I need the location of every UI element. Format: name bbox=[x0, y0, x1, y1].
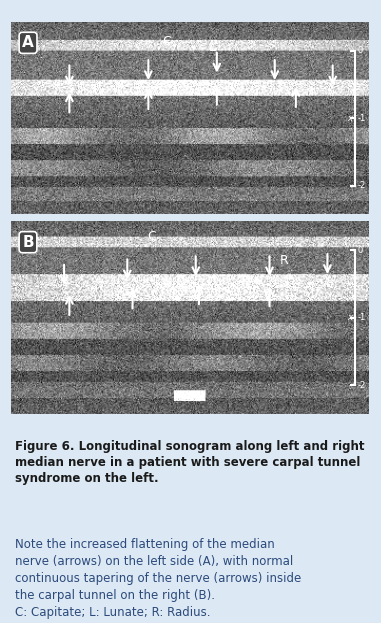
Text: C: C bbox=[162, 35, 171, 48]
Text: A: A bbox=[22, 36, 34, 50]
Text: 0: 0 bbox=[357, 46, 363, 55]
Text: C: C bbox=[147, 231, 156, 244]
Text: -2: -2 bbox=[357, 181, 366, 191]
Text: -1: -1 bbox=[357, 313, 366, 322]
Text: B: B bbox=[22, 235, 34, 250]
Text: -2: -2 bbox=[357, 381, 366, 390]
Text: L: L bbox=[208, 40, 215, 54]
Text: Note the increased flattening of the median
nerve (arrows) on the left side (A),: Note the increased flattening of the med… bbox=[15, 538, 301, 619]
Text: 0: 0 bbox=[357, 245, 363, 255]
Text: x: x bbox=[347, 313, 352, 322]
Text: -1: -1 bbox=[357, 114, 366, 123]
Text: Figure 6. Longitudinal sonogram along left and right median nerve in a patient w: Figure 6. Longitudinal sonogram along le… bbox=[15, 440, 365, 485]
Text: R: R bbox=[280, 254, 289, 267]
Text: x: x bbox=[347, 114, 352, 123]
